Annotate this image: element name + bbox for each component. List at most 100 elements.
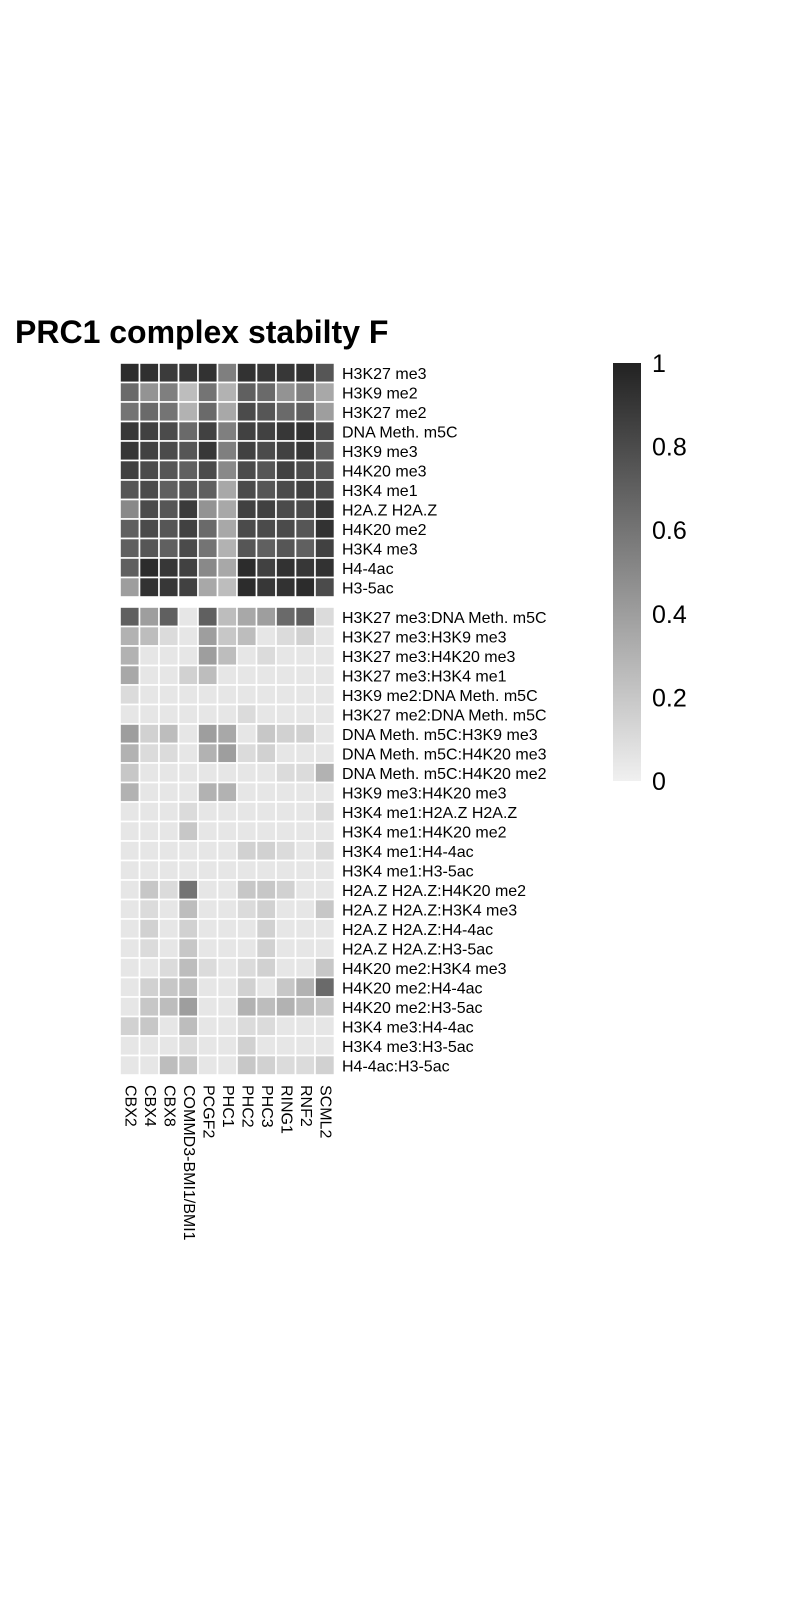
heatmap-cell — [236, 723, 258, 745]
heatmap-cell — [236, 703, 258, 725]
row-label-h3k4-me1-h4-4ac: H3K4 me1:H4-4ac — [342, 844, 474, 861]
heatmap-cell — [275, 459, 297, 481]
heatmap-cell — [177, 898, 199, 920]
heatmap-cell — [197, 781, 219, 803]
heatmap-cell — [314, 362, 336, 384]
heatmap-cell — [216, 557, 238, 579]
heatmap-cell — [177, 840, 199, 862]
heatmap-cell — [197, 576, 219, 598]
heatmap-cell — [158, 820, 180, 842]
row-label-h2a-z-h2a-z-h4-4ac: H2A.Z H2A.Z:H4-4ac — [342, 922, 493, 939]
heatmap-cell — [177, 996, 199, 1018]
heatmap-cell — [255, 742, 277, 764]
legend-tick-label: 0.4 — [652, 601, 687, 629]
row-label-h2a-z-h2a-z: H2A.Z H2A.Z — [342, 502, 437, 519]
heatmap-cell — [255, 976, 277, 998]
heatmap-cell — [314, 518, 336, 540]
row-labels: H3K27 me3 H3K9 me2 H3K27 me2 DNA Meth. m5C H… — [342, 366, 547, 1076]
heatmap-cell — [216, 576, 238, 598]
heatmap-cell — [138, 703, 160, 725]
heatmap-cell — [216, 645, 238, 667]
row-label-h3k4-me1-h4k20-me2: H3K4 me1:H4K20 me2 — [342, 824, 507, 841]
heatmap-cell — [294, 742, 316, 764]
row-label-h3k9-me3: H3K9 me3 — [342, 444, 418, 461]
legend-tick-label: 0.2 — [652, 684, 687, 712]
heatmap-cell — [138, 625, 160, 647]
heatmap-cell — [138, 918, 160, 940]
heatmap-cell — [177, 859, 199, 881]
heatmap-cell — [177, 684, 199, 706]
row-label-h3k27-me2-dna-meth-m5c: H3K27 me2:DNA Meth. m5C — [342, 707, 547, 724]
heatmap-cell — [294, 723, 316, 745]
heatmap-cell — [216, 957, 238, 979]
heatmap-cell — [197, 1035, 219, 1057]
heatmap-cells — [119, 362, 336, 1076]
heatmap-cell — [158, 401, 180, 423]
heatmap-cell — [119, 664, 141, 686]
heatmap-cell — [216, 742, 238, 764]
heatmap-cell — [275, 498, 297, 520]
heatmap-cell — [275, 420, 297, 442]
heatmap-cell — [236, 381, 258, 403]
column-label-scml2: SCML2 — [316, 1085, 333, 1138]
heatmap-cell — [158, 576, 180, 598]
column-labels: CBX2 CBX4 CBX8 COMMD3-BMI1/BMI1 PCGF2 PHC1 PHC… — [121, 1085, 333, 1241]
heatmap-cell — [138, 498, 160, 520]
heatmap-cell — [275, 762, 297, 784]
heatmap-cell — [138, 1015, 160, 1037]
row-label-h3-5ac: H3-5ac — [342, 580, 394, 597]
heatmap-cell — [236, 362, 258, 384]
heatmap-cell — [255, 684, 277, 706]
heatmap-cell — [314, 1054, 336, 1076]
row-label-h3k27-me3-h4k20-me3: H3K27 me3:H4K20 me3 — [342, 649, 516, 666]
heatmap-cell — [177, 703, 199, 725]
heatmap-cell — [158, 420, 180, 442]
heatmap-cell — [177, 957, 199, 979]
heatmap-cell — [236, 537, 258, 559]
row-label-h3k27-me3-h3k9-me3: H3K27 me3:H3K9 me3 — [342, 629, 507, 646]
heatmap-cell — [158, 801, 180, 823]
heatmap-cell — [158, 859, 180, 881]
heatmap-cell — [236, 645, 258, 667]
heatmap-cell — [119, 645, 141, 667]
heatmap-cell — [314, 401, 336, 423]
heatmap-cell — [119, 937, 141, 959]
heatmap-cell — [197, 840, 219, 862]
heatmap-cell — [158, 879, 180, 901]
heatmap-cell — [294, 684, 316, 706]
heatmap-cell — [255, 664, 277, 686]
heatmap-cell — [158, 781, 180, 803]
heatmap-cell — [119, 401, 141, 423]
heatmap-cell — [158, 1035, 180, 1057]
heatmap-cell — [158, 976, 180, 998]
heatmap-cell — [314, 723, 336, 745]
heatmap-cell — [314, 820, 336, 842]
heatmap-cell — [197, 976, 219, 998]
row-label-h4k20-me3: H4K20 me3 — [342, 463, 427, 480]
heatmap-cell — [294, 976, 316, 998]
heatmap-cell — [158, 937, 180, 959]
heatmap-cell — [177, 498, 199, 520]
heatmap-cell — [119, 976, 141, 998]
heatmap-cell — [275, 645, 297, 667]
heatmap-cell — [158, 918, 180, 940]
heatmap-cell — [255, 1054, 277, 1076]
heatmap-cell — [275, 557, 297, 579]
color-legend: 0 0.2 0.4 0.6 0.8 1 — [613, 350, 687, 796]
heatmap-cell — [216, 498, 238, 520]
heatmap-cell — [119, 537, 141, 559]
legend-tick-label: 0.8 — [652, 434, 687, 462]
heatmap-cell — [138, 742, 160, 764]
heatmap-cell — [197, 625, 219, 647]
heatmap-cell — [119, 479, 141, 501]
heatmap-cell — [119, 918, 141, 940]
heatmap-cell — [197, 557, 219, 579]
heatmap-cell — [294, 762, 316, 784]
heatmap-cell — [255, 1035, 277, 1057]
heatmap-cell — [158, 362, 180, 384]
heatmap-cell — [314, 742, 336, 764]
heatmap-cell — [177, 781, 199, 803]
heatmap-cell — [197, 518, 219, 540]
heatmap-cell — [119, 898, 141, 920]
heatmap-cell — [255, 537, 277, 559]
